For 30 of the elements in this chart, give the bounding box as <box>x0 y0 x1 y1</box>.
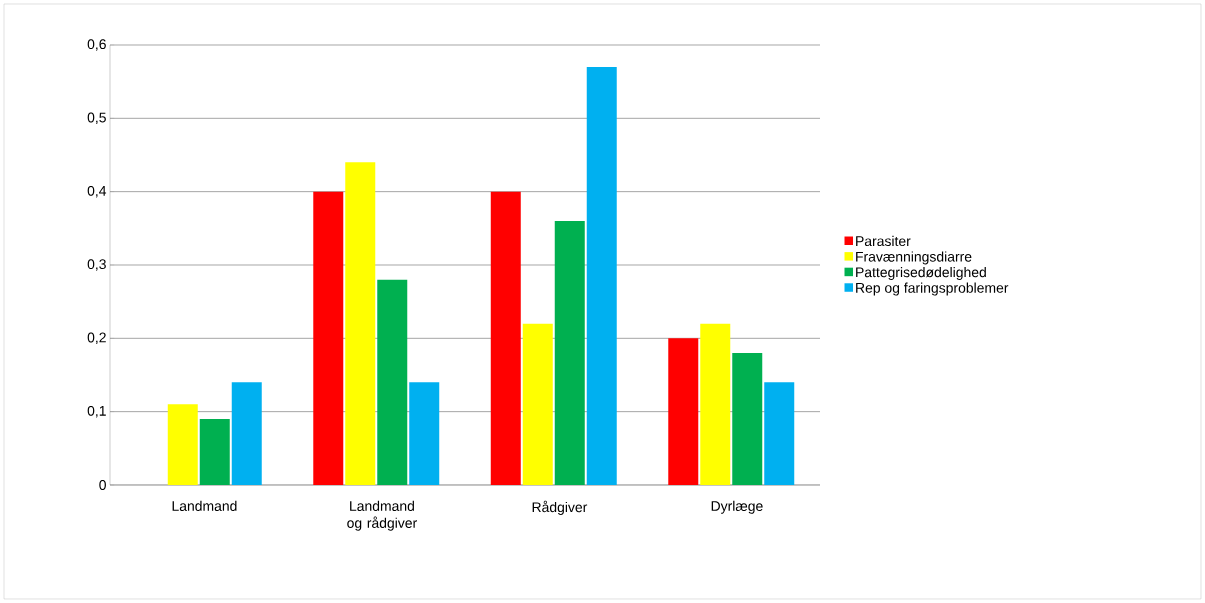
bar <box>490 191 521 485</box>
legend-label: Pattegrisedødelighed <box>856 266 986 280</box>
bar <box>522 323 553 485</box>
bar <box>586 66 617 485</box>
bar <box>345 162 376 485</box>
y-tick-label: 0,2 <box>87 332 106 345</box>
bar <box>313 191 344 485</box>
x-tick-label: Landmand og rådgiver <box>347 500 417 531</box>
bar <box>199 418 230 485</box>
bar <box>554 220 585 485</box>
bar <box>231 382 262 485</box>
x-tick-label: Landmand <box>172 500 237 511</box>
bar <box>764 382 795 485</box>
legend-label: Parasiter <box>856 235 911 247</box>
bar <box>700 323 731 485</box>
bar <box>409 382 440 485</box>
bar <box>668 338 699 485</box>
y-tick-label: 0,4 <box>87 185 107 198</box>
y-tick-label: 0,3 <box>87 259 106 271</box>
y-tick-label: 0,5 <box>87 112 106 125</box>
y-tick-label: 0 <box>99 480 106 490</box>
bar <box>377 279 408 485</box>
bar <box>167 404 198 485</box>
x-tick-label: Dyrlæge <box>711 500 763 514</box>
legend-label: Rep og faringsproblemer <box>856 282 1009 296</box>
x-tick-label: Rådgiver <box>532 500 588 515</box>
bar <box>732 352 763 485</box>
y-tick-label: 0,1 <box>87 405 106 418</box>
legend-label: Fravænningsdiarre <box>856 251 972 265</box>
y-tick-label: 0,6 <box>87 39 106 51</box>
